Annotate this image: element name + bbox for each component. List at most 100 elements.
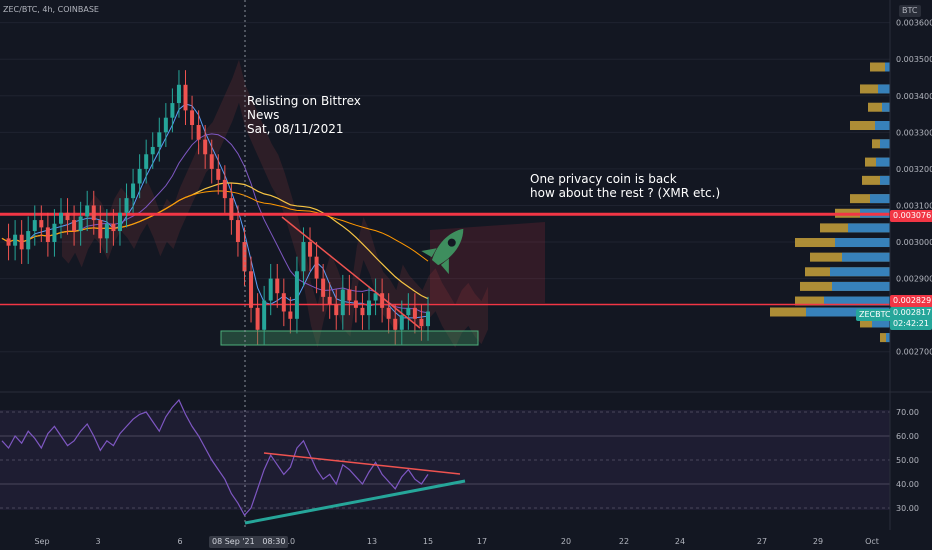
candle	[294, 271, 299, 319]
time-tick-label: 17	[477, 537, 487, 546]
rsi-tick-label: 60.00	[896, 432, 919, 441]
candle	[235, 220, 240, 243]
rsi-band	[0, 410, 890, 510]
volume-profile-bar-up	[824, 296, 890, 306]
price-tick-label: 0.003400	[896, 92, 932, 101]
rsi-resistance-trendline	[263, 452, 461, 475]
volume-profile-bar-up	[806, 307, 890, 317]
candle	[334, 304, 339, 316]
candle	[412, 307, 417, 319]
candle	[137, 168, 142, 184]
candle	[65, 212, 70, 221]
price-tick-label: 0.003600	[896, 19, 932, 28]
time-tick-label: 3	[95, 537, 100, 546]
price-label-lower: 0.002829	[890, 295, 932, 307]
candles	[6, 70, 430, 345]
annotation-line: News	[247, 108, 279, 122]
volume-profile-bar-up	[870, 194, 890, 204]
rsi-support-trendline	[244, 479, 466, 525]
grid	[0, 22, 890, 509]
currency-badge[interactable]: BTC	[899, 5, 921, 17]
candle	[72, 220, 77, 232]
candle	[117, 212, 122, 232]
candle	[170, 103, 175, 118]
candle	[288, 311, 293, 319]
rsi-axis: 70.00 60.00 50.00 40.00 30.00	[896, 408, 919, 513]
candle	[393, 318, 398, 330]
volume-profile-bar-up	[830, 267, 890, 277]
candle	[262, 300, 267, 330]
price-tick-label: 0.002700	[896, 348, 932, 357]
price-tick-label: 0.002900	[896, 275, 932, 284]
volume-profile-bar-up	[886, 333, 890, 343]
volume-profile-bar	[880, 333, 890, 343]
candle	[327, 296, 332, 305]
candle	[98, 220, 103, 239]
candle	[150, 146, 155, 155]
candle	[58, 212, 63, 224]
candle	[157, 132, 162, 147]
candle	[85, 205, 90, 217]
volume-profile-bar-up	[876, 157, 890, 167]
volume-profile-bar-up	[842, 252, 890, 262]
candle	[111, 223, 116, 232]
rsi-pane	[1, 398, 429, 517]
rsi-tick-label: 70.00	[896, 408, 919, 417]
chart-title: ZEC/BTC, 4h, COINBASE	[3, 5, 99, 14]
volume-profile-bar	[860, 84, 890, 94]
candle	[19, 234, 24, 250]
candle	[124, 198, 129, 213]
candle	[190, 110, 195, 126]
time-tick-label: 27	[757, 537, 767, 546]
candle	[373, 293, 378, 301]
candle	[268, 278, 273, 301]
candle	[6, 238, 11, 246]
candle	[340, 289, 345, 316]
candle	[386, 307, 391, 319]
volume-profile-bar-up	[832, 281, 890, 291]
annotation-line: how about the rest ? (XMR etc.)	[530, 186, 720, 200]
candle	[45, 227, 50, 243]
time-highlight-label: 08 Sep '21 08:30	[209, 536, 289, 548]
symbol-label: ZECBTC	[856, 309, 894, 321]
candle	[321, 278, 326, 297]
volume-profile-bar-up	[880, 139, 890, 149]
privacy-annotation: One privacy coin is back how about the r…	[530, 172, 720, 200]
candle	[183, 84, 188, 111]
countdown-label: 02:42:21	[890, 318, 932, 330]
time-tick-label: Sep	[34, 537, 49, 546]
candle	[353, 300, 358, 308]
resistance-trendline	[281, 216, 421, 329]
candle	[91, 205, 96, 221]
candle	[131, 183, 136, 199]
volume-profile-bar-up	[882, 102, 890, 112]
candle	[176, 84, 181, 104]
candle	[209, 154, 214, 169]
rsi-tick-label: 40.00	[896, 480, 919, 489]
candle	[426, 311, 430, 327]
annotation-line: Relisting on Bittrex	[247, 94, 361, 108]
time-axis: Sep 3 6 10 13 15 17 20 22 24 27 29 Oct	[34, 537, 878, 546]
candle	[216, 168, 221, 180]
candle	[255, 307, 260, 330]
annotation-line: Sat, 08/11/2021	[247, 122, 343, 136]
candle	[360, 307, 365, 316]
rsi-tick-label: 30.00	[896, 504, 919, 513]
time-tick-label: 10	[285, 537, 295, 546]
rsi-tick-label: 50.00	[896, 456, 919, 465]
support-box	[220, 330, 479, 346]
candle	[229, 198, 234, 221]
candle	[275, 278, 280, 294]
candle	[26, 231, 31, 250]
volume-profile-bar	[868, 102, 890, 112]
candle	[347, 289, 352, 301]
rocket-icon	[421, 228, 464, 275]
candle	[39, 220, 44, 228]
candle	[13, 234, 18, 246]
time-tick-label: 20	[561, 537, 571, 546]
price-tick-label: 0.003200	[896, 165, 932, 174]
volume-profile-bar	[850, 121, 890, 131]
volume-profile-bar	[870, 62, 890, 72]
